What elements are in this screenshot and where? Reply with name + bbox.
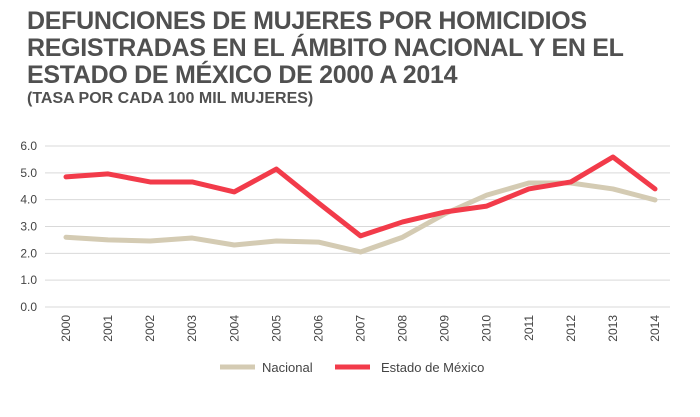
y-tick-label: 1.0 bbox=[20, 273, 37, 287]
y-tick-label: 6.0 bbox=[20, 139, 37, 153]
x-tick-label: 2002 bbox=[143, 315, 157, 342]
x-tick-label: 2000 bbox=[59, 315, 73, 342]
legend-label: Nacional bbox=[262, 360, 313, 375]
series-line-nacional bbox=[63, 180, 658, 255]
y-tick-label: 5.0 bbox=[20, 166, 37, 180]
x-tick-label: 2009 bbox=[438, 315, 452, 342]
y-tick-label: 4.0 bbox=[20, 193, 37, 207]
x-tick-label: 2014 bbox=[648, 315, 662, 342]
x-tick-label: 2001 bbox=[101, 315, 115, 342]
chart-subtitle: (TASA POR CADA 100 MIL MUJERES) bbox=[27, 90, 314, 107]
series-line-estado-de-mexico bbox=[63, 154, 658, 239]
x-tick-label: 2004 bbox=[227, 315, 241, 342]
x-tick-label: 2008 bbox=[396, 315, 410, 342]
x-tick-label: 2005 bbox=[269, 315, 283, 342]
y-tick-label: 3.0 bbox=[20, 220, 37, 234]
x-tick-label: 2003 bbox=[185, 315, 199, 342]
x-tick-label: 2011 bbox=[522, 315, 536, 341]
chart-title: DEFUNCIONES DE MUJERES POR HOMICIDIOS RE… bbox=[27, 7, 624, 89]
x-tick-label: 2012 bbox=[564, 315, 578, 342]
x-tick-label: 2013 bbox=[606, 315, 620, 342]
x-tick-label: 2006 bbox=[311, 315, 325, 342]
x-tick-label: 2010 bbox=[480, 315, 494, 342]
y-tick-label: 2.0 bbox=[20, 246, 37, 260]
x-tick-label: 2007 bbox=[354, 315, 368, 342]
legend-label: Estado de México bbox=[381, 360, 484, 375]
y-tick-label: 0.0 bbox=[20, 300, 37, 314]
